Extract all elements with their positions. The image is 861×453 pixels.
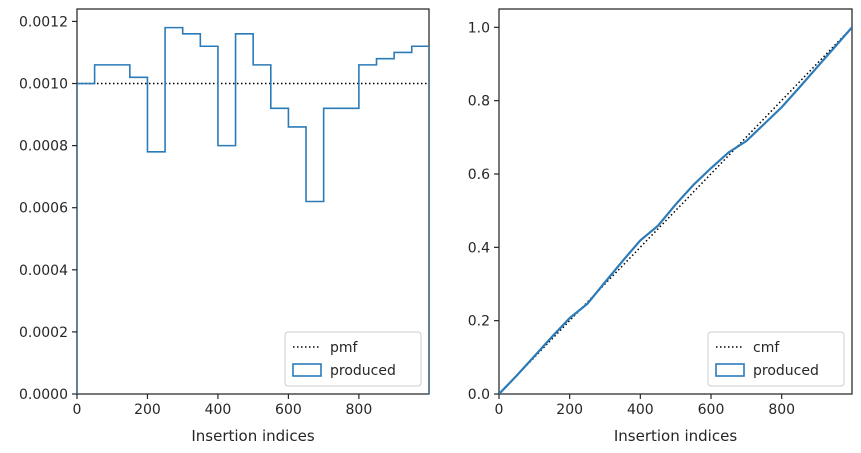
- legend-produced-swatch: [292, 363, 322, 377]
- y-tick-label: 0.4: [468, 240, 490, 256]
- y-tick-label: 0.2: [468, 314, 490, 330]
- cmf-panel: 0 200 400 600 800 0.0 0.2 0.4 0.6 0.8 1.0 Insertion…: [468, 8, 853, 445]
- x-tick-label: 400: [205, 402, 232, 418]
- legend-frame: [284, 331, 422, 387]
- y-tick-label: 0.6: [468, 167, 490, 183]
- x-axis-label: Insertion indices: [191, 427, 314, 445]
- y-tick-label: 0.0: [468, 387, 490, 403]
- x-tick-label: 800: [346, 402, 373, 418]
- series-cmf-line: [499, 26, 852, 394]
- legend: cmf produced: [707, 331, 845, 387]
- x-tick-label: 800: [768, 402, 795, 418]
- series-group: [499, 26, 852, 394]
- y-tick-label: 0.0012: [19, 14, 68, 30]
- x-tick-label: 200: [134, 402, 161, 418]
- x-tick-label: 600: [698, 402, 725, 418]
- y-tick-label: 1.0: [468, 20, 490, 36]
- y-tick-label: 0.0000: [19, 387, 68, 403]
- x-tick-label: 600: [275, 402, 302, 418]
- y-tick-label: 0.0002: [19, 325, 68, 341]
- plot-area-frame: [76, 8, 430, 395]
- y-tick-label: 0.0008: [19, 139, 68, 155]
- series-produced-line: [499, 26, 852, 394]
- legend-produced-swatch: [715, 363, 745, 377]
- y-tick-label: 0.0010: [19, 77, 68, 93]
- x-tick-label: 200: [556, 402, 583, 418]
- legend-produced-label: produced: [330, 363, 396, 379]
- y-tick-label: 0.0006: [19, 201, 68, 217]
- y-tick-label: 0.8: [468, 94, 490, 110]
- x-tick-label: 400: [627, 402, 654, 418]
- legend-produced-label: produced: [753, 363, 819, 379]
- series-group: [77, 26, 429, 394]
- y-tick-label: 0.0004: [19, 263, 68, 279]
- legend: pmf produced: [284, 331, 422, 387]
- legend-frame: [707, 331, 845, 387]
- series-produced-line: [77, 26, 429, 394]
- pmf-panel: 0 200 400 600 800 0.0000 0.0002 0.0004 0.0006 0.0…: [19, 8, 430, 445]
- x-tick-label: 0: [73, 402, 82, 418]
- legend-pmf-label: pmf: [330, 340, 359, 356]
- legend-cmf-label: cmf: [753, 340, 780, 356]
- x-axis-label: Insertion indices: [614, 427, 737, 445]
- x-tick-label: 0: [495, 402, 504, 418]
